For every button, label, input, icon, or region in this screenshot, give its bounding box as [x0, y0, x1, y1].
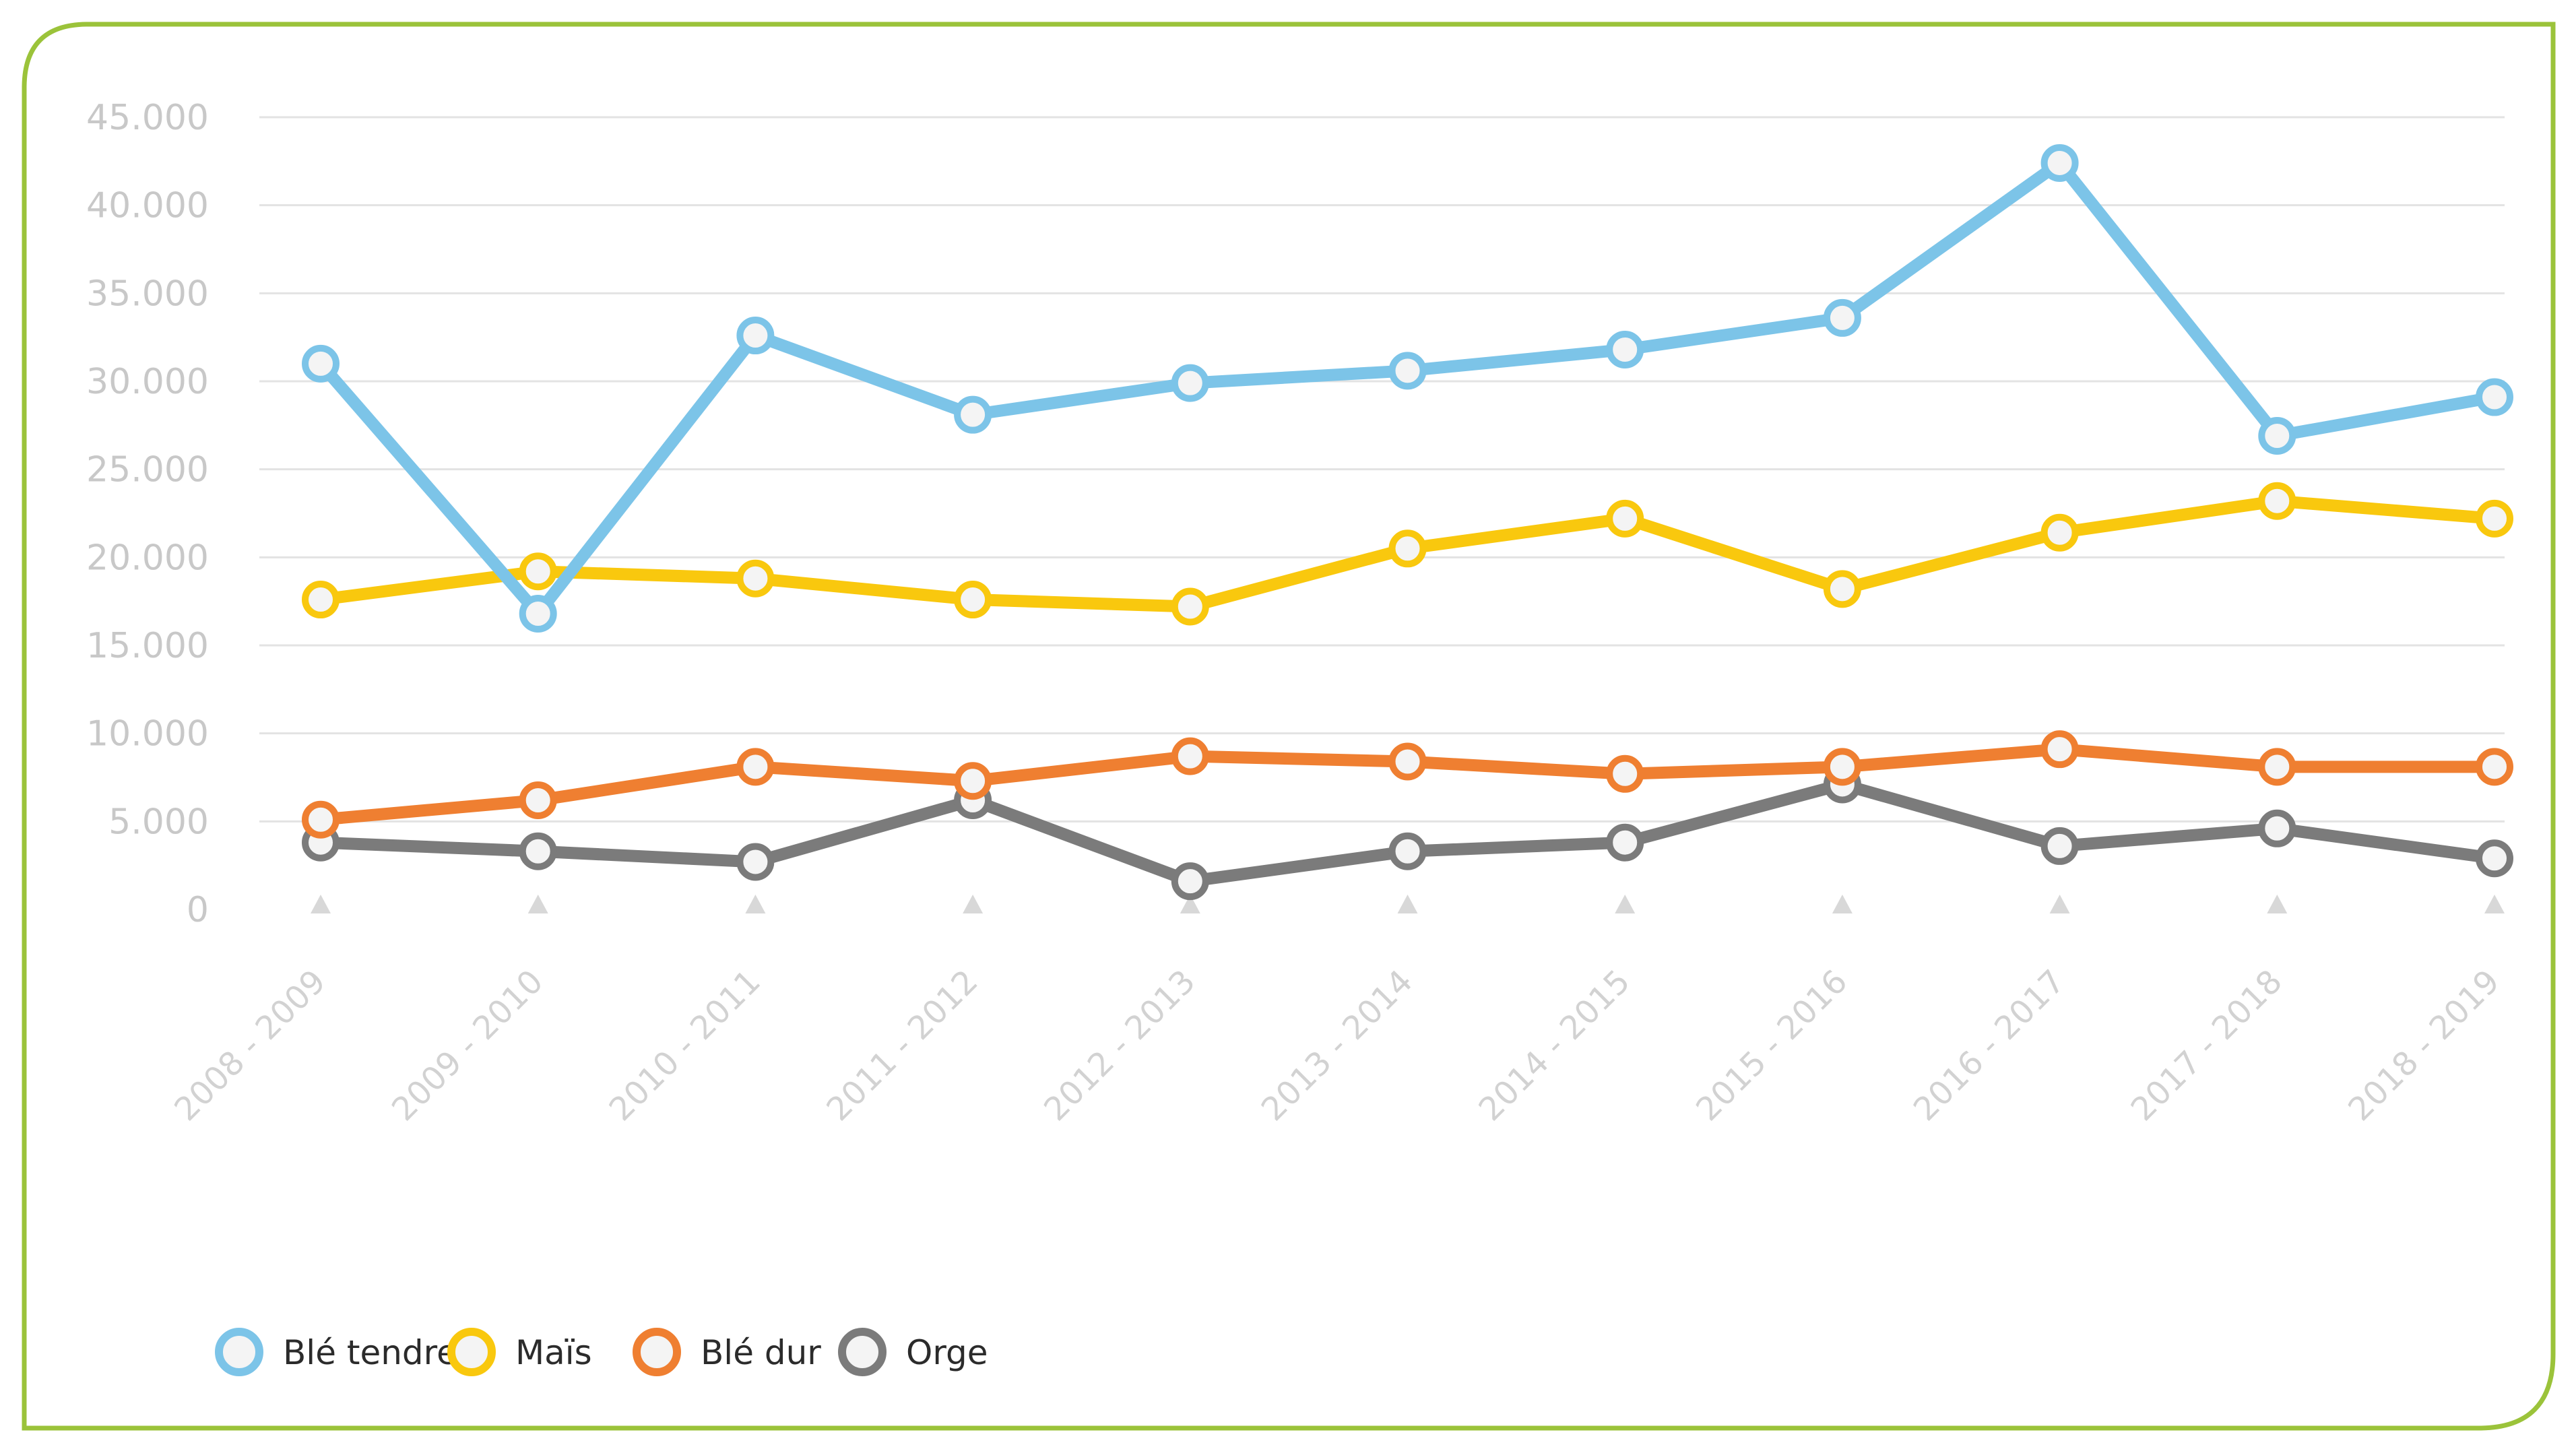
data-point — [2040, 513, 2079, 552]
data-point — [736, 843, 775, 881]
x-axis: 2008 - 2009 2009 - 2010 2010 - 2011 2011 - … — [167, 895, 2507, 1128]
data-point — [1606, 499, 1644, 538]
data-point — [2476, 378, 2513, 416]
data-point — [2258, 809, 2296, 847]
data-point — [302, 344, 340, 383]
legend-marker — [215, 1328, 263, 1376]
data-point — [1171, 862, 1209, 901]
data-point — [2476, 839, 2513, 878]
y-tick-label: 45.000 — [86, 98, 209, 138]
legend-label: Orge — [906, 1333, 988, 1372]
x-tick-label: 2018 - 2019 — [2341, 963, 2507, 1128]
y-tick-label: 40.000 — [86, 186, 209, 226]
x-tick-marker — [1832, 895, 1853, 913]
legend: Blé tendre Maïs Blé dur Orge — [215, 1328, 988, 1376]
data-point — [1606, 754, 1644, 793]
x-tick-label: 2012 - 2013 — [1037, 963, 1202, 1128]
x-tick-label: 2008 - 2009 — [167, 963, 333, 1128]
data-point — [1823, 570, 1861, 608]
x-tick-marker — [2484, 895, 2505, 913]
data-point — [2258, 482, 2296, 520]
x-tick-marker — [311, 895, 331, 913]
y-tick-label: 35.000 — [86, 273, 209, 314]
data-point — [1388, 529, 1427, 568]
data-point — [2476, 748, 2513, 786]
legend-label: Maïs — [515, 1333, 592, 1372]
data-point — [2040, 827, 2079, 865]
data-point — [2476, 499, 2513, 538]
series-layer — [302, 143, 2513, 901]
x-tick-label: 2009 - 2010 — [385, 963, 550, 1128]
x-tick-label: 2017 - 2018 — [2124, 963, 2290, 1128]
y-tick-label: 10.000 — [86, 714, 209, 754]
data-point — [1823, 298, 1861, 337]
x-tick-marker — [2049, 895, 2070, 913]
x-tick-marker — [1180, 895, 1200, 913]
data-point — [1171, 587, 1209, 626]
y-tick-label: 5.000 — [108, 802, 209, 842]
y-tick-label: 0 — [187, 890, 209, 930]
x-tick-label: 2014 - 2015 — [1472, 963, 1638, 1128]
data-point — [736, 559, 775, 598]
data-point — [519, 594, 557, 633]
data-point — [302, 800, 340, 839]
data-point — [1606, 823, 1644, 862]
x-tick-label: 2016 - 2017 — [1906, 963, 2072, 1128]
y-tick-label: 15.000 — [86, 626, 209, 666]
data-point — [1388, 742, 1427, 781]
x-tick-marker — [1615, 895, 1636, 913]
data-point — [1171, 364, 1209, 402]
y-tick-label: 25.000 — [86, 450, 209, 490]
data-point — [1823, 748, 1861, 786]
frame-border — [22, 22, 2556, 1431]
y-axis: 0 5.000 10.000 15.000 20.000 25.000 30.000 35.0… — [86, 98, 209, 930]
legend-label: Blé dur — [701, 1333, 821, 1372]
legend-label: Blé tendre — [283, 1333, 457, 1372]
data-point — [519, 832, 557, 870]
data-point — [954, 581, 992, 619]
data-point — [1388, 832, 1427, 870]
legend-marker — [633, 1328, 681, 1376]
data-point — [2258, 417, 2296, 455]
x-tick-marker — [745, 895, 766, 913]
data-point — [2040, 730, 2079, 769]
data-point — [1171, 737, 1209, 775]
data-point — [519, 781, 557, 819]
x-tick-label: 2015 - 2016 — [1689, 963, 1855, 1128]
data-point — [2040, 143, 2079, 182]
x-tick-marker — [527, 895, 548, 913]
x-tick-label: 2010 - 2011 — [602, 963, 768, 1128]
legend-marker — [838, 1328, 887, 1376]
x-tick-marker — [2267, 895, 2288, 913]
data-point — [2258, 748, 2296, 786]
x-tick-marker — [963, 895, 984, 913]
data-point — [302, 581, 340, 619]
data-point — [1388, 352, 1427, 390]
x-tick-marker — [1397, 895, 1418, 913]
y-tick-label: 20.000 — [86, 538, 209, 578]
data-point — [954, 762, 992, 800]
y-tick-label: 30.000 — [86, 362, 209, 402]
x-tick-label: 2013 - 2014 — [1254, 963, 1420, 1128]
data-point — [1606, 330, 1644, 368]
data-point — [954, 395, 992, 434]
data-point — [736, 317, 775, 355]
grid-layer — [259, 116, 2505, 823]
legend-marker — [447, 1328, 496, 1376]
data-point — [736, 748, 775, 786]
data-point — [519, 552, 557, 591]
x-tick-label: 2011 - 2012 — [819, 963, 985, 1128]
